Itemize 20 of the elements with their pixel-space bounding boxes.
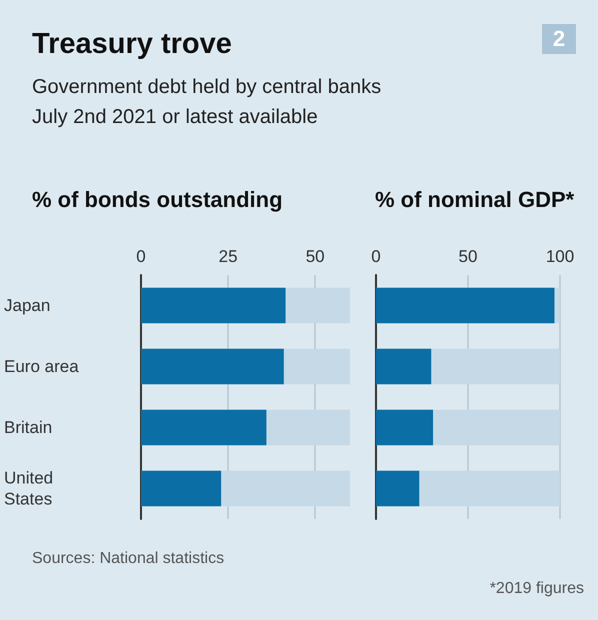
x-tick-label: 50	[458, 247, 478, 266]
bar	[376, 470, 420, 506]
source-note: Sources: National statistics	[32, 550, 224, 568]
bar	[376, 410, 434, 446]
y-tick-label: Britain	[4, 418, 52, 437]
x-axis-title: % of nominal GDP*	[375, 187, 574, 213]
text: 2	[542, 24, 576, 54]
y-tick-label: United States	[4, 468, 54, 508]
x-tick-label: 100	[546, 247, 574, 266]
y-tick-label: Euro area	[4, 357, 80, 376]
x-tick-label: 50	[306, 247, 325, 266]
y-tick-label: Japan	[4, 296, 50, 315]
x-tick-label: 0	[136, 247, 146, 266]
x-tick-label: 25	[218, 247, 238, 266]
x-axis-title: % of bonds outstanding	[32, 187, 283, 213]
chart-title: Treasury trove	[32, 28, 232, 61]
x-tick-label: 0	[371, 247, 381, 266]
chart-subtitle: Government debt held by central banks July 2nd 2021 or latest available	[32, 75, 382, 130]
text: *2019 figures	[490, 580, 584, 598]
bar	[376, 348, 432, 384]
